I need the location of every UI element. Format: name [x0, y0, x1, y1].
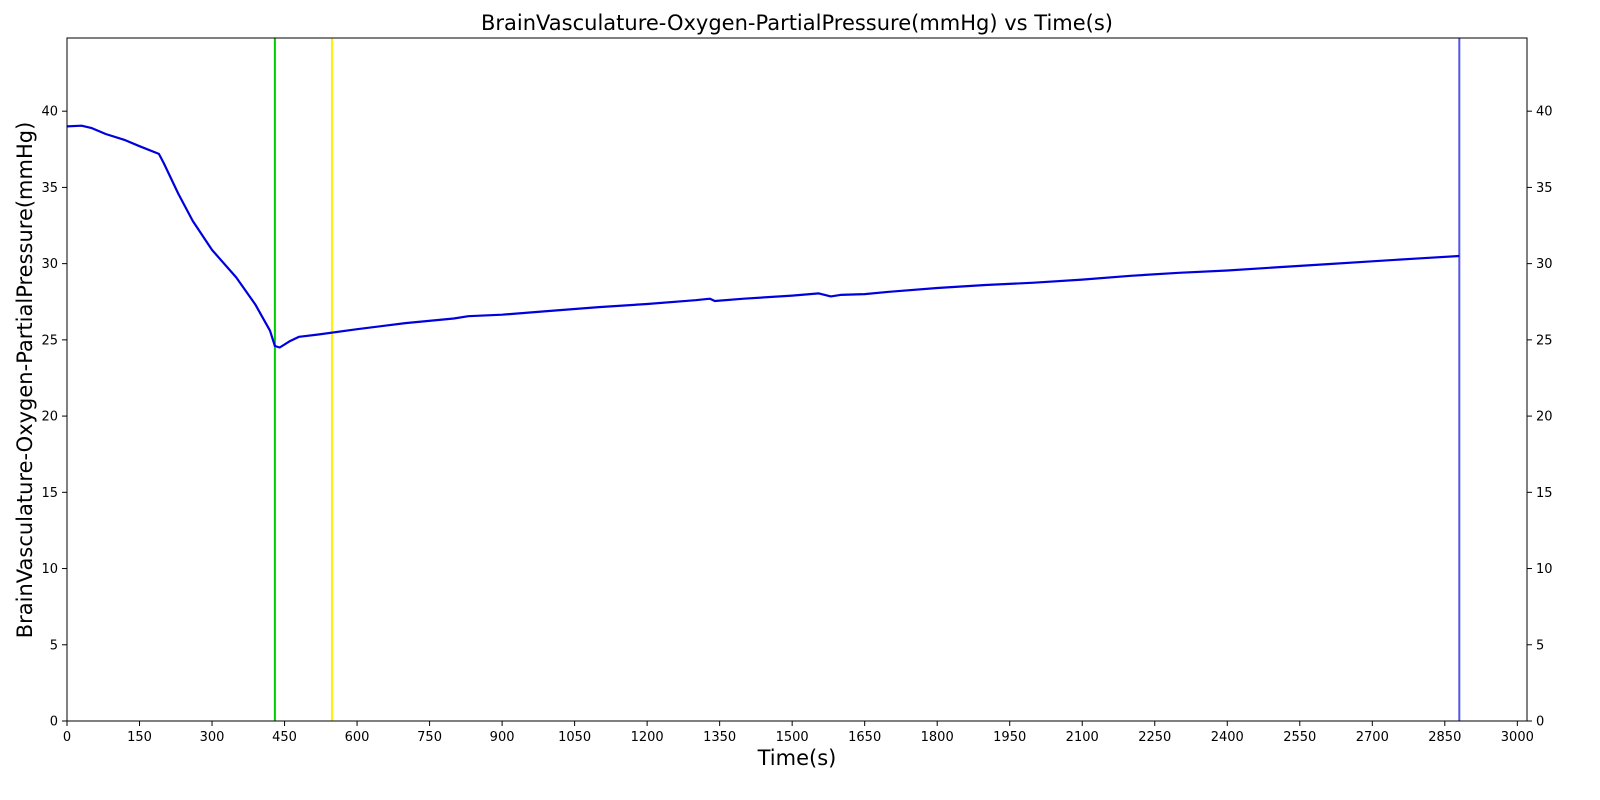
y-tick-label: 20 [41, 410, 58, 425]
x-tick-label: 750 [417, 730, 442, 745]
y-tick-label: 35 [41, 181, 58, 196]
series-line [66, 124, 1460, 349]
y-tick-label: 10 [41, 562, 58, 577]
y-tick-label: 0 [50, 715, 58, 730]
x-tick-label: 600 [345, 730, 370, 745]
y-axis-right: 0 5 10 15 20 25 30 35 40 [1527, 105, 1553, 730]
y-right-tick-label: 40 [1536, 105, 1553, 120]
x-axis-title: Time(s) [757, 746, 837, 770]
x-tick-label: 1650 [848, 730, 881, 745]
x-tick-label: 300 [200, 730, 225, 745]
x-tick-label: 1200 [631, 730, 664, 745]
y-right-tick-label: 10 [1536, 562, 1553, 577]
x-tick-label: 2700 [1356, 730, 1389, 745]
y-tick-label: 5 [50, 638, 58, 653]
vertical-markers [273, 38, 1461, 721]
y-right-tick-label: 0 [1536, 715, 1544, 730]
x-tick-label: 2850 [1428, 730, 1461, 745]
y-tick-label: 15 [41, 486, 58, 501]
x-tick-label: 1500 [776, 730, 809, 745]
y-right-tick-label: 5 [1536, 638, 1544, 653]
x-tick-label: 2550 [1283, 730, 1316, 745]
x-tick-label: 1950 [993, 730, 1026, 745]
x-tick-label: 900 [490, 730, 515, 745]
series-group [66, 124, 1460, 349]
x-tick-label: 2400 [1211, 730, 1244, 745]
y-tick-label: 30 [41, 257, 58, 272]
x-tick-label: 1800 [921, 730, 954, 745]
x-tick-label: 0 [63, 730, 71, 745]
y-right-tick-label: 25 [1536, 333, 1553, 348]
x-tick-label: 2100 [1066, 730, 1099, 745]
y-right-tick-label: 20 [1536, 410, 1553, 425]
x-tick-label: 1050 [558, 730, 591, 745]
chart-title: BrainVasculature-Oxygen-PartialPressure(… [481, 11, 1113, 35]
y-right-tick-label: 30 [1536, 257, 1553, 272]
x-axis: 0 150 300 450 600 750 900 1050 1200 1350 1500 1650 1… [63, 721, 1534, 745]
x-tick-label: 2250 [1138, 730, 1171, 745]
x-tick-label: 450 [272, 730, 297, 745]
x-tick-label: 1350 [703, 730, 736, 745]
plot-frame [66, 37, 1528, 722]
x-tick-label: 150 [127, 730, 152, 745]
y-axis-title: BrainVasculature-Oxygen-PartialPressure(… [13, 122, 37, 639]
plot-area [67, 38, 1527, 721]
y-right-tick-label: 35 [1536, 181, 1553, 196]
y-tick-label: 40 [41, 105, 58, 120]
y-tick-label: 25 [41, 333, 58, 348]
x-tick-label: 3000 [1501, 730, 1534, 745]
y-axis: 0 5 10 15 20 25 30 35 40 [41, 105, 67, 730]
y-right-tick-label: 15 [1536, 486, 1553, 501]
